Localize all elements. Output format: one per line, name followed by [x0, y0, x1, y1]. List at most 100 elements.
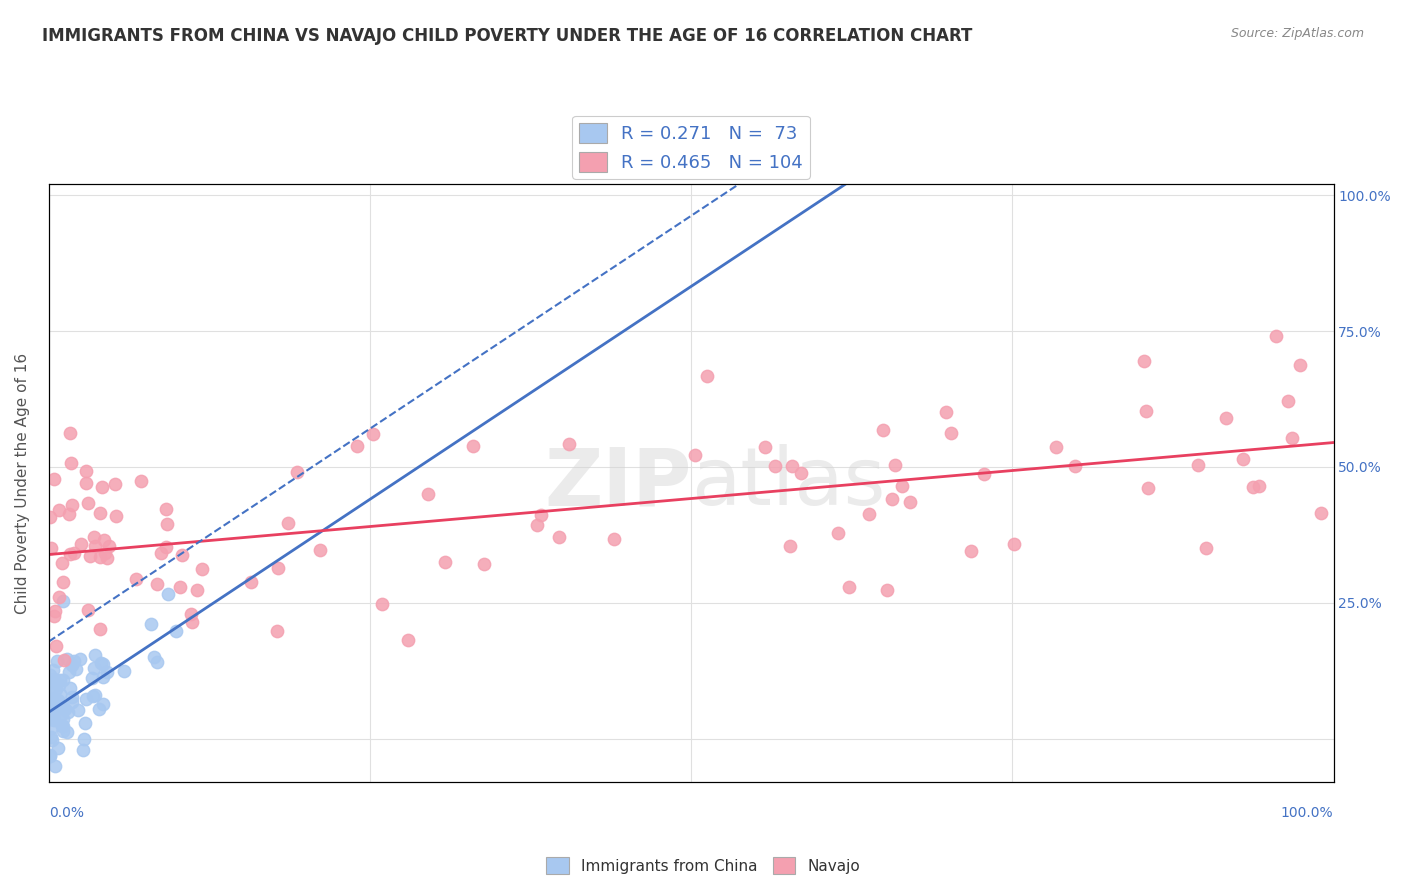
Point: [83, 688, 105, 702]
Point: [526, 518, 548, 533]
Point: [52, 723, 75, 738]
Point: [463, 439, 485, 453]
Point: [91, 480, 114, 494]
Point: [170, 548, 193, 562]
Point: [44, 758, 66, 772]
Point: [39, 510, 62, 524]
Point: [42, 664, 65, 678]
Point: [39, 668, 62, 682]
Text: Source: ZipAtlas.com: Source: ZipAtlas.com: [1230, 27, 1364, 40]
Point: [80, 671, 103, 685]
Point: [181, 615, 204, 629]
Point: [84, 648, 107, 663]
Point: [91, 657, 114, 671]
Point: [146, 655, 169, 669]
Point: [83, 661, 105, 675]
Point: [935, 405, 957, 419]
Point: [827, 526, 849, 541]
Point: [79, 549, 101, 564]
Point: [876, 582, 898, 597]
Point: [558, 437, 581, 451]
Point: [41, 705, 63, 719]
Point: [44, 672, 66, 686]
Point: [91, 670, 114, 684]
Point: [89, 622, 111, 636]
Point: [52, 574, 75, 589]
Point: [1002, 537, 1025, 551]
Point: [41, 693, 63, 707]
Point: [277, 516, 299, 530]
Point: [89, 702, 111, 716]
Point: [239, 575, 262, 590]
Point: [51, 719, 73, 733]
Point: [63, 546, 86, 560]
Point: [55, 652, 77, 666]
Point: [46, 693, 69, 707]
Point: [46, 654, 69, 668]
Point: [52, 594, 75, 608]
Point: [104, 477, 127, 491]
Point: [59, 425, 82, 440]
Point: [39, 712, 62, 726]
Point: [52, 712, 75, 726]
Point: [416, 487, 439, 501]
Point: [62, 658, 84, 673]
Point: [858, 507, 880, 521]
Point: [52, 673, 75, 687]
Point: [89, 506, 111, 520]
Point: [149, 546, 172, 560]
Point: [960, 544, 983, 558]
Point: [58, 665, 80, 679]
Point: [49, 673, 72, 688]
Text: ZIP: ZIP: [544, 444, 692, 522]
Point: [42, 473, 65, 487]
Point: [838, 581, 860, 595]
Point: [45, 682, 67, 697]
Point: [82, 690, 104, 704]
Point: [139, 616, 162, 631]
Text: 100.0%: 100.0%: [1281, 805, 1333, 820]
Point: [42, 690, 65, 705]
Point: [48, 677, 70, 691]
Point: [39, 541, 62, 555]
Point: [39, 694, 62, 708]
Point: [39, 748, 62, 763]
Point: [48, 503, 70, 517]
Point: [1264, 329, 1286, 343]
Point: [49, 697, 72, 711]
Point: [780, 458, 803, 473]
Point: [434, 555, 457, 569]
Point: [765, 458, 787, 473]
Point: [1241, 480, 1264, 494]
Point: [939, 426, 962, 441]
Point: [98, 540, 121, 554]
Point: [93, 533, 115, 548]
Point: [1045, 440, 1067, 454]
Point: [872, 423, 894, 437]
Point: [44, 693, 66, 707]
Point: [882, 492, 904, 507]
Point: [44, 604, 66, 618]
Point: [39, 710, 62, 724]
Point: [145, 576, 167, 591]
Point: [287, 465, 309, 479]
Point: [346, 439, 368, 453]
Point: [973, 467, 995, 482]
Point: [696, 368, 718, 383]
Point: [1281, 431, 1303, 445]
Point: [73, 731, 96, 746]
Point: [46, 740, 69, 755]
Point: [754, 440, 776, 454]
Point: [1187, 458, 1209, 472]
Point: [1310, 506, 1333, 520]
Point: [155, 501, 177, 516]
Point: [75, 464, 97, 478]
Point: [1288, 358, 1310, 372]
Point: [56, 725, 79, 739]
Point: [548, 529, 571, 543]
Point: [180, 607, 202, 621]
Point: [1277, 394, 1299, 409]
Point: [59, 456, 82, 470]
Point: [75, 692, 97, 706]
Point: [91, 697, 114, 711]
